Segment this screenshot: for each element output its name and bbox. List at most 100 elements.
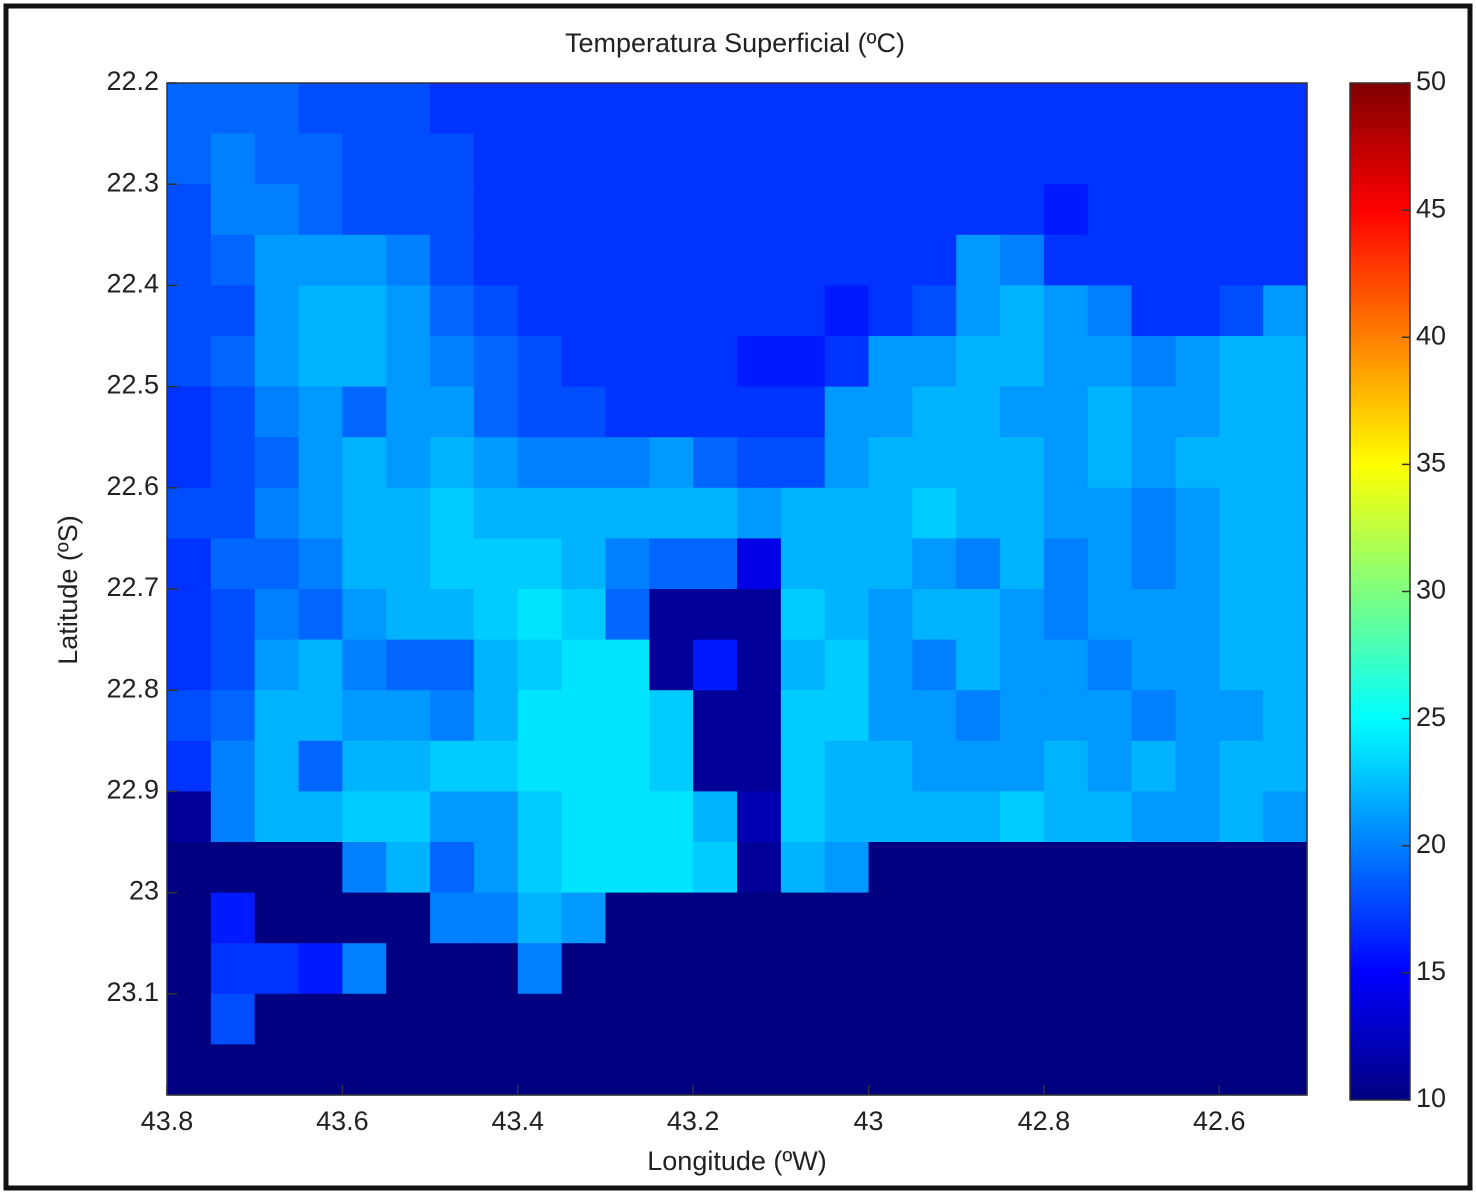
heatmap-cell [1131,892,1177,944]
heatmap-cell [386,1044,431,1096]
heatmap-cell [1263,538,1308,590]
heatmap-cell [737,83,782,135]
colorbar [1349,82,1411,1101]
heatmap-cell [167,336,212,388]
heatmap-cell [517,1044,563,1096]
heatmap-cell [1000,740,1045,792]
heatmap-cell [473,386,519,438]
y-tick-label: 22.3 [106,167,159,197]
x-tick-label: 43.2 [667,1106,720,1136]
heatmap-cell [649,842,694,894]
heatmap-cell [167,386,212,438]
heatmap-cell [386,892,431,944]
heatmap-cell [956,184,1001,236]
heatmap-cell [1263,589,1308,641]
heatmap-cell [517,993,563,1045]
heatmap-cell [605,639,650,691]
y-tick-label: 23 [129,876,159,906]
heatmap-cell [1043,1044,1089,1096]
heatmap-cell [210,690,256,742]
heatmap-cell [912,336,957,388]
heatmap-cell [956,791,1001,843]
heatmap-cell [473,234,519,286]
heatmap-cell [342,487,387,539]
heatmap-cell [1219,83,1264,135]
heatmap-cell [386,538,431,590]
heatmap-cell [1043,892,1089,944]
heatmap-cell [1175,892,1220,944]
heatmap-cell [1043,538,1089,590]
heatmap-cell [561,234,607,286]
heatmap-cell [956,842,1001,894]
heatmap-cell [780,234,826,286]
heatmap-cell [210,386,256,438]
heatmap-cell [1175,993,1220,1045]
heatmap-cell [167,133,212,185]
heatmap-cell [824,336,870,388]
heatmap-cell [473,740,519,792]
heatmap-cell [956,386,1001,438]
heatmap-cell [737,285,782,337]
heatmap-cell [517,740,563,792]
heatmap-cell [824,487,870,539]
heatmap-cell [780,83,826,135]
heatmap-cell [868,538,913,590]
heatmap-cell [298,184,343,236]
heatmap-cell [342,184,387,236]
heatmap-cell [868,487,913,539]
heatmap-cell [561,842,607,894]
heatmap-cell [517,184,563,236]
heatmap-cell [737,1044,782,1096]
heatmap-cell [868,133,913,185]
heatmap-cell [430,690,475,742]
heatmap-cell [1087,993,1133,1045]
heatmap-cell [298,1044,343,1096]
heatmap-cell [298,538,343,590]
heatmap-cell [561,538,607,590]
heatmap-cell [1263,690,1308,742]
heatmap-cell [649,690,694,742]
heatmap-cell [824,842,870,894]
heatmap-cell [517,589,563,641]
heatmap-cell [342,842,387,894]
heatmap-cell [912,234,957,286]
heatmap-cell [1000,285,1045,337]
heatmap-cell [167,740,212,792]
heatmap-cell [430,285,475,337]
heatmap-cell [254,234,300,286]
colorbar-tick-label: 10 [1416,1083,1446,1113]
heatmap-cell [649,437,694,489]
x-axis-label: Longitude (ºW) [647,1146,826,1176]
heatmap-cell [693,487,738,539]
heatmap-cell [649,487,694,539]
heatmap-cell [605,437,650,489]
heatmap-cell [473,83,519,135]
heatmap-cell [1175,791,1220,843]
heatmap-cell [737,184,782,236]
heatmap-cell [1175,589,1220,641]
heatmap-cell [210,133,256,185]
heatmap-cell [1219,892,1264,944]
heatmap-cell [561,639,607,691]
heatmap-cell [167,184,212,236]
heatmap-cell [298,740,343,792]
heatmap-cell [517,285,563,337]
heatmap-cell [824,538,870,590]
heatmap-cell [824,943,870,995]
heatmap-cell [1175,740,1220,792]
heatmap-cell [561,993,607,1045]
heatmap-cell [167,487,212,539]
heatmap-cell [1219,690,1264,742]
heatmap-cell [1175,1044,1220,1096]
heatmap-cell [298,639,343,691]
heatmap-cell [912,437,957,489]
heatmap-cell [605,1044,650,1096]
heatmap-cell [780,892,826,944]
heatmap-cell [824,690,870,742]
heatmap-cell [473,993,519,1045]
heatmap-cell [386,437,431,489]
heatmap-cell [868,386,913,438]
heatmap-cell [298,487,343,539]
heatmap-cell [342,234,387,286]
heatmap-cell [517,791,563,843]
